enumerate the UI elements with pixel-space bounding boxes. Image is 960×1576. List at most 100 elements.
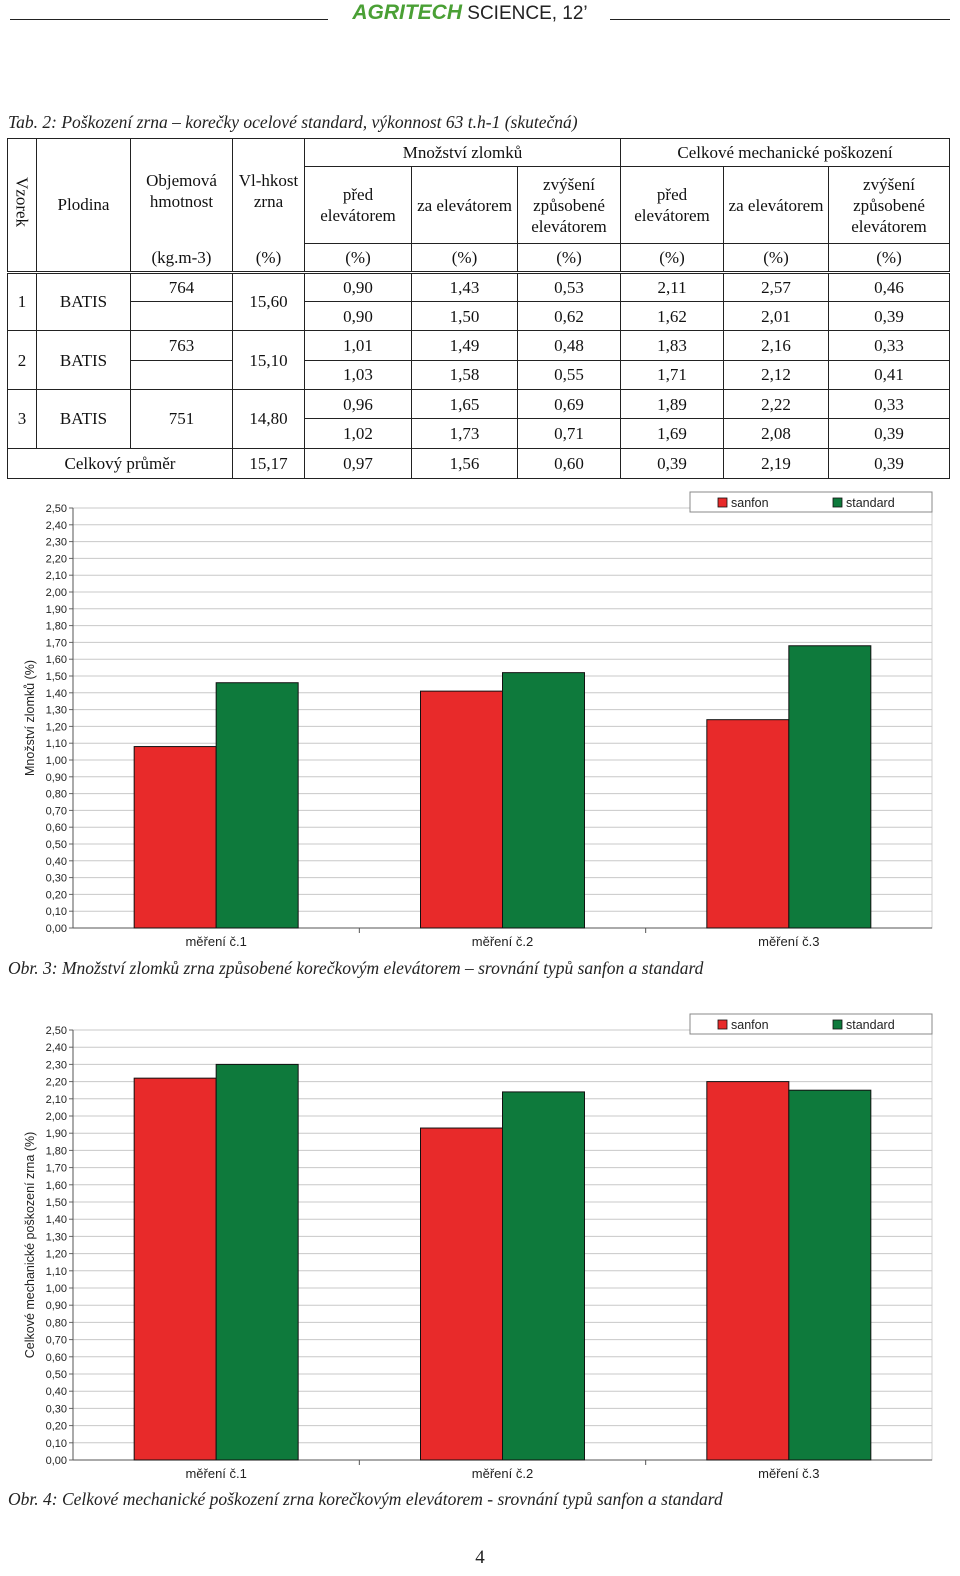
sample-number: 1	[7, 270, 37, 332]
header-density: Objemová hmotnost	[130, 137, 233, 244]
legend-box	[689, 491, 933, 513]
header-moisture: Vl-hkost zrna	[232, 137, 305, 244]
y-tick-label: 0,40	[46, 1386, 67, 1398]
y-tick-label: 2,00	[46, 587, 67, 599]
x-tick-label: měření č.2	[472, 1466, 533, 1481]
bar-sanfon	[133, 1077, 217, 1461]
x-tick-label: měření č.1	[185, 1466, 246, 1481]
y-tick-label: 1,10	[46, 738, 67, 750]
value-cell: 2,22	[723, 388, 830, 420]
sample-moisture: 15,60	[232, 270, 305, 332]
y-tick-label: 1,60	[46, 654, 67, 666]
legend-swatch-sanfon	[717, 1019, 728, 1030]
bar-standard	[788, 1089, 872, 1461]
x-tick-label: měření č.3	[758, 934, 819, 949]
value-cell: 0,90	[304, 270, 412, 302]
average-moisture: 15,17	[232, 447, 305, 480]
y-tick-label: 0,10	[46, 1438, 67, 1450]
y-tick-label: 1,30	[46, 1231, 67, 1243]
legend-label-standard: standard	[846, 496, 895, 510]
y-axis-label: Celkové mechanické poškození zrna (%)	[23, 1132, 37, 1359]
y-tick-label: 1,00	[46, 755, 67, 767]
value-cell: 1,69	[620, 418, 725, 449]
table-caption: Tab. 2: Poškození zrna – korečky ocelové…	[8, 112, 578, 132]
legend-swatch-standard	[832, 497, 843, 508]
y-tick-label: 0,80	[46, 789, 67, 801]
value-cell: 1,83	[620, 330, 725, 361]
y-tick-label: 1,60	[46, 1180, 67, 1192]
bar-standard	[502, 672, 585, 929]
x-tick-label: měření č.1	[185, 934, 246, 949]
legend-swatch-sanfon	[717, 497, 728, 508]
value-cell: 1,62	[620, 300, 725, 332]
y-tick-label: 1,80	[46, 621, 67, 633]
value-cell: 0,33	[828, 330, 951, 361]
value-cell: 1,03	[304, 359, 412, 390]
value-cell: 0,39	[828, 418, 951, 449]
table-row: 1,03 1,58 0,55 1,71 2,12 0,41	[8, 359, 951, 390]
sample-density	[130, 359, 233, 390]
bar-sanfon	[420, 690, 503, 929]
value-cell: 0,71	[516, 418, 622, 449]
damage-table: Vzorek Plodina Objemová hmotnost Vl-hkos…	[7, 137, 951, 480]
bar-standard	[215, 1063, 299, 1461]
figure-4-caption: Obr. 4: Celkové mechanické poškození zrn…	[8, 1489, 723, 1509]
value-cell: 1,73	[411, 418, 518, 449]
y-tick-label: 0,00	[46, 923, 67, 935]
y-tick-label: 0,50	[46, 1369, 67, 1381]
y-tick-label: 2,30	[46, 1059, 67, 1071]
y-tick-label: 1,50	[46, 671, 67, 683]
value-cell: 0,90	[304, 300, 412, 332]
table-row: 2 BATIS 763 15,10 1,01 1,49 0,48 1,83 2,…	[7, 330, 951, 390]
legend-label-standard: standard	[846, 1018, 895, 1032]
legend-label-sanfon: sanfon	[731, 496, 769, 510]
value-cell: 0,53	[516, 270, 622, 302]
y-tick-label: 2,40	[46, 520, 67, 532]
value-cell: 0,39	[620, 447, 725, 480]
y-tick-label: 2,50	[46, 503, 67, 515]
y-tick-label: 1,90	[46, 1128, 67, 1140]
legend-box	[689, 1013, 933, 1035]
y-tick-label: 2,10	[46, 570, 67, 582]
value-cell: 2,01	[723, 300, 830, 332]
value-cell: 0,55	[516, 359, 622, 390]
sample-number: 3	[7, 388, 37, 449]
y-tick-label: 0,90	[46, 772, 67, 784]
sample-density: 751	[130, 388, 233, 449]
value-cell: 1,50	[411, 300, 518, 332]
average-row: Celkový průměr 15,17 0,97 1,56 0,60 0,39…	[7, 447, 951, 480]
y-tick-label: 1,40	[46, 688, 67, 700]
journal-header: AGRITECH SCIENCE, 12’	[330, 0, 610, 27]
bar-standard	[788, 645, 872, 929]
sample-crop: BATIS	[36, 388, 131, 449]
value-cell: 2,12	[723, 359, 830, 390]
header-rule-right	[610, 19, 950, 20]
x-tick-label: měření č.2	[472, 934, 533, 949]
y-tick-label: 0,10	[46, 906, 67, 918]
y-tick-label: 0,30	[46, 873, 67, 885]
header-crop: Plodina	[36, 138, 131, 273]
value-cell: 2,16	[723, 330, 830, 361]
value-cell: 1,71	[620, 359, 725, 390]
value-cell: 0,39	[828, 300, 951, 332]
y-tick-label: 1,50	[46, 1197, 67, 1209]
fragments-chart: 0,00 0,10 0,20 0,30 0,40 0,50 0,60 0,70 0,80 0,90…	[0, 490, 960, 960]
value-cell: 1,65	[411, 388, 518, 420]
y-tick-label: 0,00	[46, 1455, 67, 1467]
value-cell: 0,41	[828, 359, 951, 390]
sample-density: 763	[130, 330, 233, 361]
value-cell: 1,89	[620, 388, 725, 420]
value-cell: 1,56	[411, 447, 518, 480]
y-tick-label: 1,00	[46, 1283, 67, 1295]
value-cell: 2,08	[723, 418, 830, 449]
unit-cell: (%)	[828, 243, 951, 273]
average-label: Celkový průměr	[7, 447, 233, 480]
sample-moisture: 14,80	[232, 388, 305, 449]
header-before-2: před elevátorem	[620, 166, 725, 245]
y-tick-label: 0,90	[46, 1300, 67, 1312]
unit-moisture: (%)	[232, 243, 305, 273]
y-tick-label: 1,40	[46, 1214, 67, 1226]
value-cell: 2,19	[723, 447, 830, 480]
unit-density: (kg.m-3)	[130, 243, 233, 273]
sample-moisture: 15,10	[232, 330, 305, 390]
